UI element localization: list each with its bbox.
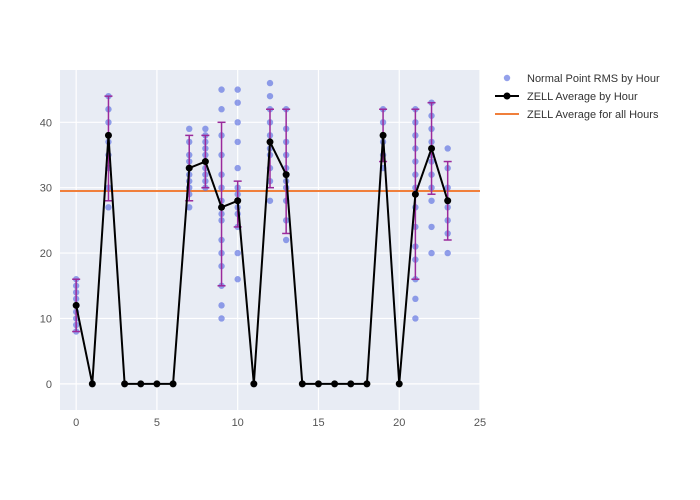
line-marker	[89, 380, 96, 387]
legend-marker-line	[504, 93, 511, 100]
line-marker	[396, 380, 403, 387]
legend-label: Normal Point RMS by Hour	[527, 73, 660, 85]
scatter-point	[444, 145, 450, 151]
scatter-point	[202, 126, 208, 132]
xtick-label: 5	[154, 417, 160, 429]
scatter-point	[412, 296, 418, 302]
ytick-label: 40	[40, 117, 52, 129]
line-marker	[363, 380, 370, 387]
legend-label: ZELL Average for all Hours	[527, 109, 659, 121]
xtick-label: 10	[232, 417, 244, 429]
ytick-label: 10	[40, 313, 52, 325]
line-marker	[234, 197, 241, 204]
line-marker	[444, 197, 451, 204]
line-marker	[347, 380, 354, 387]
scatter-point	[234, 276, 240, 282]
line-marker	[331, 380, 338, 387]
line-marker	[137, 380, 144, 387]
scatter-point	[234, 86, 240, 92]
xtick-label: 20	[393, 417, 405, 429]
xtick-label: 15	[312, 417, 324, 429]
scatter-point	[218, 106, 224, 112]
scatter-point	[283, 237, 289, 243]
scatter-point	[267, 80, 273, 86]
line-marker	[380, 132, 387, 139]
scatter-point	[234, 165, 240, 171]
line-marker	[202, 158, 209, 165]
line-marker	[250, 380, 257, 387]
line-marker	[170, 380, 177, 387]
scatter-point	[186, 126, 192, 132]
ytick-label: 0	[46, 379, 52, 391]
line-marker	[73, 302, 80, 309]
scatter-point	[105, 204, 111, 210]
scatter-point	[218, 315, 224, 321]
scatter-point	[428, 198, 434, 204]
line-marker	[299, 380, 306, 387]
scatter-point	[428, 250, 434, 256]
line-marker	[315, 380, 322, 387]
chart-svg: 0 5 10 15 20 25 0 10 20 30 40 Normal Point RMS by H…	[0, 0, 700, 500]
scatter-point	[412, 315, 418, 321]
ytick-label: 30	[40, 183, 52, 195]
ytick-label: 20	[40, 248, 52, 260]
legend-entry: ZELL Average for all Hours	[495, 109, 659, 121]
legend: Normal Point RMS by Hour ZELL Average by …	[495, 73, 660, 121]
line-marker	[121, 380, 128, 387]
xtick-label: 0	[73, 417, 79, 429]
line-marker	[186, 165, 193, 172]
scatter-point	[267, 93, 273, 99]
scatter-point	[234, 139, 240, 145]
line-marker	[153, 380, 160, 387]
scatter-point	[234, 250, 240, 256]
line-marker	[428, 145, 435, 152]
scatter-point	[218, 302, 224, 308]
scatter-point	[234, 119, 240, 125]
line-marker	[283, 171, 290, 178]
line-marker	[412, 191, 419, 198]
legend-label: ZELL Average by Hour	[527, 91, 638, 103]
legend-entry: Normal Point RMS by Hour	[504, 73, 660, 85]
scatter-point	[218, 86, 224, 92]
xtick-label: 25	[474, 417, 486, 429]
legend-entry: ZELL Average by Hour	[495, 91, 638, 103]
line-marker	[105, 132, 112, 139]
scatter-point	[267, 198, 273, 204]
scatter-point	[234, 99, 240, 105]
line-marker	[267, 138, 274, 145]
legend-marker-scatter	[504, 75, 510, 81]
scatter-point	[444, 250, 450, 256]
scatter-point	[428, 224, 434, 230]
line-marker	[218, 204, 225, 211]
chart-container: 0 5 10 15 20 25 0 10 20 30 40 Normal Point RMS by H…	[0, 0, 700, 500]
